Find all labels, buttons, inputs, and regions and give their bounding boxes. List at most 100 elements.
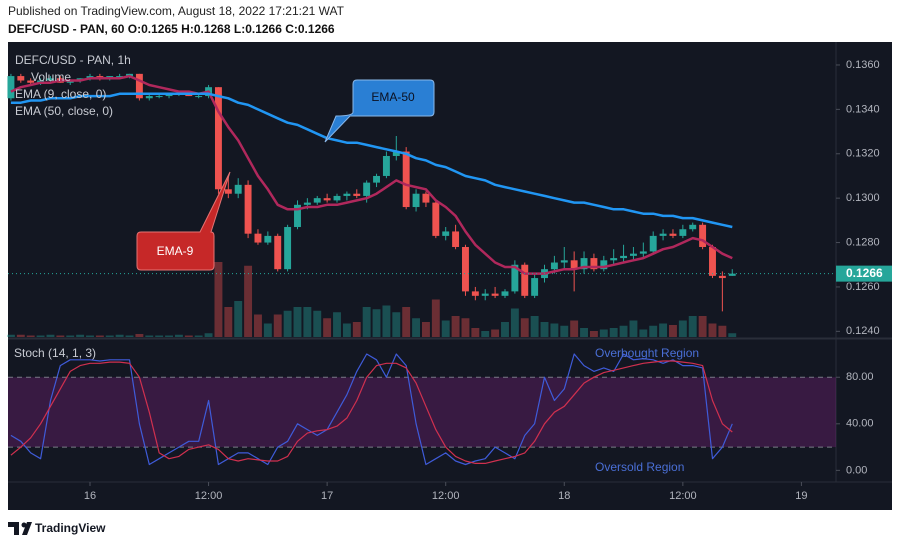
volume-bar xyxy=(649,325,658,337)
volume-bar xyxy=(698,316,707,337)
volume-bar xyxy=(165,335,173,337)
volume-bar xyxy=(520,318,529,337)
published-line: Published on TradingView.com, August 18,… xyxy=(8,4,345,18)
volume-bar xyxy=(560,325,569,337)
y-tick-label: 0.1340 xyxy=(846,103,880,115)
annotation-text: Overbought Region xyxy=(595,346,699,360)
volume-bar xyxy=(461,318,470,337)
volume-bar xyxy=(402,307,411,337)
volume-bar xyxy=(629,320,638,337)
candle-body xyxy=(303,202,311,205)
annotation-box xyxy=(136,171,231,271)
volume-bar xyxy=(540,322,549,337)
candle-body xyxy=(481,293,489,296)
last-price-label: 0.1266 xyxy=(846,266,883,280)
volume-bar xyxy=(86,335,94,337)
candle-body xyxy=(491,293,499,296)
x-tick-label: 16 xyxy=(84,490,96,502)
legend-stoch: Stoch (14, 1, 3) xyxy=(14,346,96,360)
y-tick-label: 0.1360 xyxy=(846,59,880,71)
candle-body xyxy=(392,151,400,156)
candle-body xyxy=(639,251,647,254)
y-tick-label: 0.1240 xyxy=(846,325,880,337)
volume-bar xyxy=(16,334,25,337)
annotation-text: EMA-50 xyxy=(371,90,415,104)
volume-bar xyxy=(718,325,727,337)
candle-body xyxy=(353,193,361,196)
volume-bar xyxy=(224,307,233,337)
volume-bar xyxy=(145,335,154,337)
volume-bar xyxy=(125,335,134,337)
logo xyxy=(8,522,32,535)
volume-bar xyxy=(599,329,608,337)
candle-body xyxy=(402,151,410,208)
candle-body xyxy=(659,233,667,236)
candle-body xyxy=(531,278,539,296)
volume-bar xyxy=(659,323,668,337)
volume-bar xyxy=(115,334,124,337)
volume-bar xyxy=(95,335,104,337)
volume-bar xyxy=(26,335,35,337)
y-tick-label: 0.1300 xyxy=(846,192,880,204)
candle-body xyxy=(382,155,390,176)
volume-bar xyxy=(441,320,450,337)
volume-bar xyxy=(639,329,648,337)
volume-bar xyxy=(728,333,737,337)
volume-bar xyxy=(362,307,371,337)
candle-body xyxy=(570,260,578,270)
volume-bar xyxy=(678,320,687,337)
chart-background xyxy=(8,42,892,510)
volume-bar xyxy=(214,262,223,337)
candle-body xyxy=(679,229,687,236)
volume-bar xyxy=(491,329,500,337)
candle-body xyxy=(699,224,707,247)
volume-bar xyxy=(421,322,430,337)
volume-bar xyxy=(372,309,381,337)
candle-body xyxy=(600,260,608,270)
x-tick-label: 18 xyxy=(558,490,570,502)
last-price-box xyxy=(836,265,892,282)
volume-bar xyxy=(589,331,598,337)
annotation-text: Oversold Region xyxy=(595,460,684,474)
volume-bar xyxy=(451,316,460,337)
volume-bar xyxy=(204,333,213,337)
volume-bar xyxy=(263,323,272,337)
line xyxy=(10,92,733,229)
candle-body xyxy=(116,76,124,78)
volume-bar xyxy=(303,307,312,337)
volume-bar xyxy=(6,334,15,337)
candle-body xyxy=(550,262,558,270)
candle-body xyxy=(214,87,222,190)
candle-body xyxy=(264,235,272,243)
candle-body xyxy=(728,273,736,276)
candle-body xyxy=(629,253,637,256)
volume-bar xyxy=(56,335,65,337)
volume-bar xyxy=(234,301,243,337)
volume-bar xyxy=(609,328,618,337)
candle-body xyxy=(7,76,15,99)
candle-body xyxy=(580,258,588,270)
volume-bar xyxy=(155,335,164,337)
x-tick-label: 12:00 xyxy=(432,490,460,502)
volume-bar xyxy=(333,312,341,337)
volume-bar xyxy=(481,331,490,337)
volume-bar xyxy=(194,335,203,337)
volume-bar xyxy=(688,316,697,337)
candle-body xyxy=(195,96,203,98)
candle-body xyxy=(27,80,35,83)
x-tick-label: 17 xyxy=(321,490,333,502)
candle-body xyxy=(422,193,430,203)
candle-body xyxy=(284,227,292,270)
volume-bar xyxy=(392,312,401,337)
candle-body xyxy=(462,246,469,292)
line xyxy=(10,74,733,275)
volume-bar xyxy=(352,322,361,337)
line xyxy=(10,360,733,464)
logo-dot xyxy=(21,522,27,528)
candle-body xyxy=(590,258,598,270)
candle-body xyxy=(363,182,371,196)
candle-body xyxy=(649,235,657,252)
volume-bar xyxy=(412,318,421,337)
volume-bar xyxy=(580,328,588,337)
